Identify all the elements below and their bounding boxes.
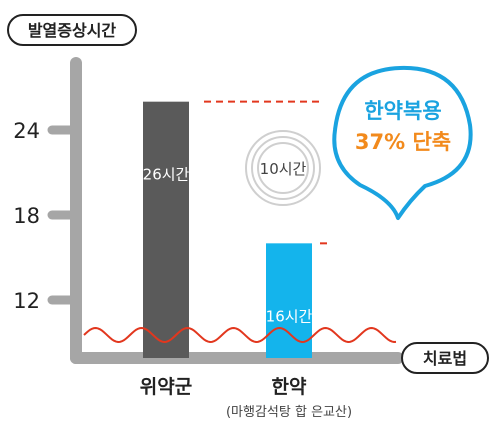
y-tick-label: 18 [13, 204, 40, 228]
category-label: 한약 [272, 376, 307, 398]
callout-line-2: 37% 단축 [355, 130, 451, 154]
difference-annotation: 10시간 [245, 130, 321, 206]
y-tick-label: 24 [13, 119, 40, 143]
reference-lines [204, 100, 327, 245]
bar-value-label: 16시간 [266, 307, 313, 325]
bar-value-label: 26시간 [143, 166, 190, 184]
bars: 26시간 16시간 [143, 101, 313, 359]
bar [266, 243, 312, 358]
x-axis-title: 치료법 [423, 349, 467, 368]
difference-ring-middle [251, 136, 315, 200]
y-ticks: 12 18 24 [13, 119, 79, 313]
category-sublabel: (마행감석탕 합 은교산) [226, 404, 352, 420]
axis-break-wave [83, 327, 397, 343]
callout-line-1: 한약복용 [364, 99, 441, 123]
difference-ring-outer [245, 130, 321, 206]
category-label: 위약군 [140, 376, 192, 398]
difference-label: 10시간 [260, 160, 307, 178]
y-axis-title: 발열증상시간 [28, 21, 117, 40]
bar [143, 101, 189, 359]
callout-bubble-shape [332, 65, 473, 220]
difference-ring-inner [257, 142, 309, 194]
y-tick-label: 12 [13, 289, 40, 313]
y-axis-title-badge [7, 14, 137, 46]
category-labels: 위약군 한약 (마행감석탕 합 은교산) [140, 376, 352, 420]
callout-bubble: 한약복용 37% 단축 [332, 65, 473, 220]
x-axis-title-badge [401, 342, 489, 374]
